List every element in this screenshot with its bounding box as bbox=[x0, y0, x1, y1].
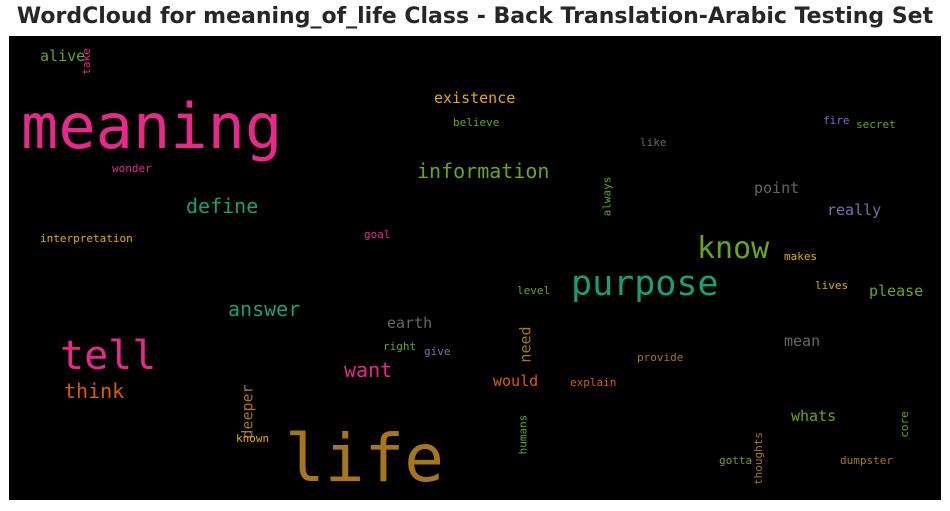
word-answer: answer bbox=[228, 297, 301, 321]
word-really: really bbox=[827, 201, 882, 219]
word-mean: mean bbox=[784, 332, 821, 350]
word-provide: provide bbox=[637, 351, 684, 364]
word-life: life bbox=[285, 420, 444, 497]
word-meaning: meaning bbox=[21, 90, 283, 163]
word-wonder: wonder bbox=[112, 162, 152, 175]
word-makes: makes bbox=[784, 250, 818, 263]
word-cloud-canvas: meaning life purpose tell know information def… bbox=[9, 36, 941, 500]
word-define: define bbox=[186, 194, 259, 218]
word-believe: believe bbox=[453, 116, 500, 129]
word-purpose: purpose bbox=[571, 264, 719, 304]
word-core: core bbox=[897, 411, 911, 438]
word-give: give bbox=[424, 345, 451, 358]
word-would: would bbox=[493, 372, 539, 390]
word-think: think bbox=[64, 379, 125, 403]
word-humans: humans bbox=[515, 414, 529, 454]
word-secret: secret bbox=[856, 118, 896, 131]
word-level: level bbox=[517, 284, 551, 297]
word-earth: earth bbox=[387, 314, 433, 332]
word-existence: existence bbox=[434, 89, 516, 107]
word-whats: whats bbox=[791, 407, 837, 425]
word-tell: tell bbox=[60, 333, 157, 379]
word-fire: fire bbox=[823, 114, 850, 127]
word-right: right bbox=[383, 340, 417, 353]
word-please: please bbox=[869, 282, 924, 300]
word-interpretation: interpretation bbox=[40, 232, 133, 245]
chart-title: WordCloud for meaning_of_life Class - Ba… bbox=[16, 4, 934, 29]
word-explain: explain bbox=[570, 376, 617, 389]
word-want: want bbox=[344, 358, 393, 382]
word-need: need bbox=[516, 325, 535, 363]
word-always: always bbox=[599, 176, 613, 216]
word-thoughts: thoughts bbox=[751, 432, 765, 485]
word-take: take bbox=[79, 48, 93, 75]
word-deeper: deeper bbox=[238, 383, 257, 439]
word-alive: alive bbox=[40, 47, 86, 65]
word-point: point bbox=[754, 179, 800, 197]
word-lives: lives bbox=[815, 279, 849, 292]
word-dumpster: dumpster bbox=[840, 454, 893, 467]
word-information: information bbox=[417, 159, 550, 183]
word-know: know bbox=[697, 231, 770, 266]
word-like: like bbox=[640, 136, 667, 149]
word-goal: goal bbox=[364, 228, 391, 241]
word-gotta: gotta bbox=[719, 454, 753, 467]
word-known: known bbox=[236, 432, 270, 445]
